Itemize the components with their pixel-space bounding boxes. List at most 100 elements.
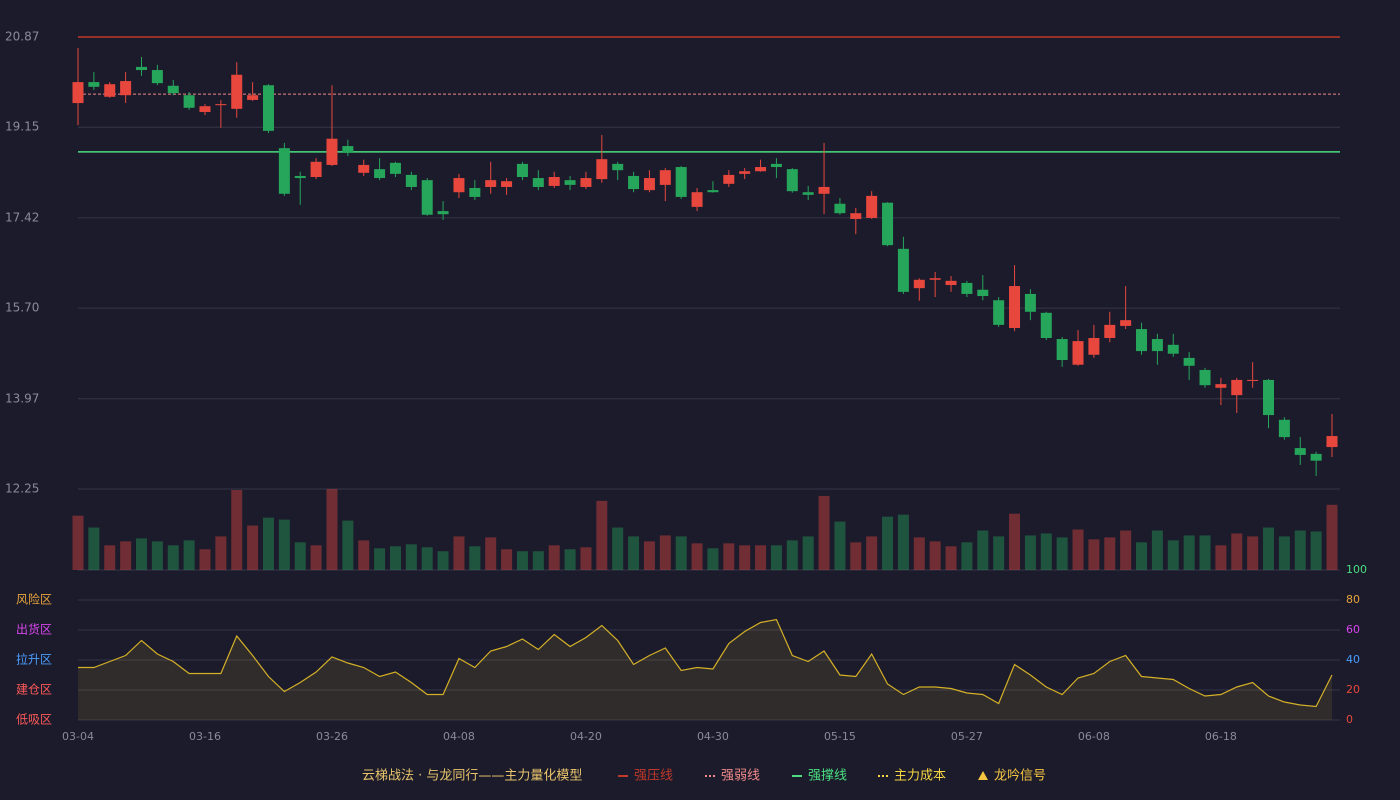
zone-label: 出货区: [16, 622, 52, 637]
candle-body: [1040, 312, 1052, 338]
volume-bar: [739, 545, 751, 570]
candle-body: [1310, 453, 1322, 461]
candle-body: [151, 70, 163, 84]
volume-bar: [643, 541, 655, 570]
candle-body: [945, 280, 957, 286]
candle-body: [707, 190, 719, 193]
candle-body: [1136, 329, 1148, 352]
candle-body: [501, 181, 513, 187]
candle-body: [437, 211, 449, 215]
volume-bar: [437, 551, 449, 570]
volume-bar: [1104, 537, 1116, 570]
volume-bar: [1247, 536, 1259, 570]
volume-bar: [596, 500, 608, 570]
candle-body: [294, 175, 306, 179]
candle-body: [199, 106, 211, 112]
candle-body: [929, 278, 941, 280]
candle-body: [770, 163, 782, 168]
candle-body: [802, 192, 814, 195]
volume-bar: [913, 537, 925, 570]
volume-bar: [326, 489, 338, 570]
candle-body: [723, 174, 735, 184]
volume-bar: [1263, 527, 1275, 570]
volume-bar: [151, 541, 163, 570]
volume-bar: [564, 549, 576, 570]
candle-body: [405, 174, 417, 187]
volume-bar: [850, 542, 862, 570]
volume-bar: [834, 521, 846, 570]
volume-bar: [199, 549, 211, 570]
volume-bar: [945, 546, 957, 570]
candle-body: [897, 248, 909, 292]
zone-label: 拉升区: [16, 652, 52, 667]
volume-bar: [786, 540, 798, 570]
volume-bar: [1231, 533, 1243, 570]
volume-bar: [231, 489, 243, 570]
candle-body: [215, 104, 227, 106]
y2-tick-label: 80: [1346, 593, 1360, 606]
candle-body: [1167, 344, 1179, 354]
candle-body: [135, 66, 147, 71]
candle-body: [850, 213, 862, 219]
volume-bar: [1088, 539, 1100, 570]
volume-bar: [1151, 530, 1163, 570]
y2-tick-label: 60: [1346, 623, 1360, 636]
candle-body: [834, 203, 846, 214]
volume-bar: [580, 547, 592, 570]
candle-body: [548, 177, 560, 186]
candle-body: [453, 178, 465, 193]
candle-body: [532, 178, 544, 187]
legend-label: 强压线: [634, 769, 673, 784]
candle-body: [961, 282, 973, 294]
candle-body: [1247, 379, 1259, 381]
volume-bar: [501, 549, 513, 570]
volume-bar: [516, 551, 528, 570]
candle-body: [882, 202, 894, 246]
candle-body: [342, 146, 354, 153]
volume-bar: [1199, 535, 1211, 570]
candle-body: [72, 82, 84, 104]
volume-bar: [1136, 542, 1148, 570]
indicator-area: [78, 619, 1332, 720]
y-tick-label: 19.15: [5, 120, 39, 134]
volume-bar: [278, 519, 290, 570]
candle-body: [1263, 379, 1275, 416]
volume-bar: [532, 551, 544, 570]
candle-body: [421, 180, 433, 215]
candle-body: [1151, 339, 1163, 352]
candle-body: [1104, 324, 1116, 338]
y2-tick-label: 0: [1346, 713, 1353, 726]
volume-bar: [723, 543, 735, 570]
y-tick-label: 20.87: [5, 30, 39, 44]
candle-body: [326, 138, 338, 165]
volume-bar: [977, 530, 989, 570]
y-tick-label: 12.25: [5, 482, 39, 496]
x-tick-label: 06-18: [1205, 730, 1237, 743]
legend-label: 龙吟信号: [994, 768, 1046, 784]
candle-body: [231, 74, 243, 109]
candle-body: [1231, 379, 1243, 396]
candle-body: [1183, 357, 1195, 366]
candle-body: [1120, 320, 1132, 326]
candle-body: [1294, 448, 1306, 455]
x-tick-label: 03-16: [189, 730, 221, 743]
candle-body: [1024, 293, 1036, 312]
x-tick-label: 03-04: [62, 730, 94, 743]
y2-tick-label: 40: [1346, 653, 1360, 666]
legend-label: 主力成本: [894, 769, 946, 784]
volume-bar: [88, 527, 100, 570]
volume-bar: [1167, 540, 1179, 570]
volume-bar: [961, 542, 973, 570]
volume-bar: [167, 545, 179, 570]
candle-body: [1199, 369, 1211, 386]
volume-bar: [1183, 535, 1195, 570]
y2-tick-label: 20: [1346, 683, 1360, 696]
volume-bar: [469, 546, 481, 570]
y-tick-label: 13.97: [5, 391, 39, 405]
volume-bar: [1120, 530, 1132, 570]
volume-bar: [374, 548, 386, 570]
x-tick-label: 05-27: [951, 730, 983, 743]
candle-body: [755, 167, 767, 172]
volume-bar: [358, 540, 370, 570]
zone-label: 建仓区: [16, 683, 52, 697]
